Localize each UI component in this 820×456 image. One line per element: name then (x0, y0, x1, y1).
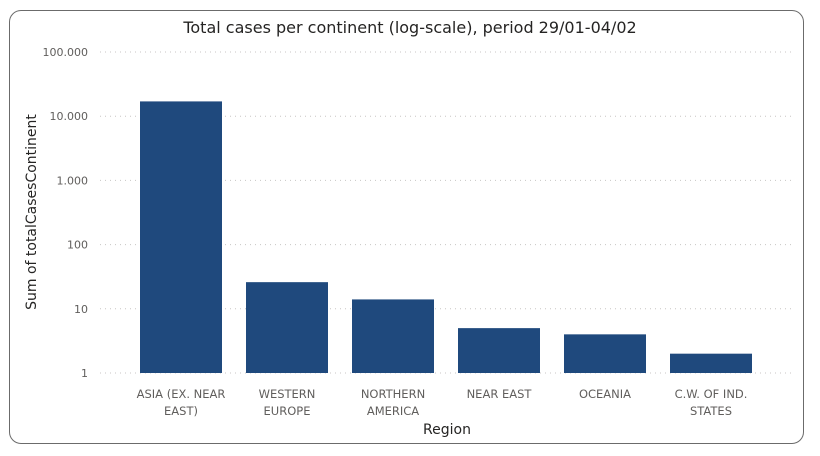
y-tick-label: 10.000 (50, 110, 89, 123)
x-tick-label: NORTHERN AMERICA (361, 387, 425, 418)
bar (352, 299, 434, 373)
bar (564, 334, 646, 373)
x-axis-title: Region (423, 422, 471, 438)
x-tick-label: C.W. OF IND. STATES (675, 387, 748, 418)
y-tick-label: 100.000 (43, 46, 89, 59)
y-tick-label: 1.000 (57, 174, 89, 187)
y-tick-label: 10 (74, 303, 88, 316)
bar (458, 328, 540, 373)
bars (140, 101, 752, 373)
bar (140, 101, 222, 373)
x-tick-label: NEAR EAST (467, 387, 533, 401)
y-axis-title: Sum of totalCasesContinent (24, 114, 40, 310)
bar (246, 282, 328, 373)
y-tick-label: 100 (67, 239, 88, 252)
chart-title: Total cases per continent (log-scale), p… (183, 18, 637, 37)
y-axis-ticks: 1 10 100 1.000 10.000 100.000 (43, 46, 89, 380)
bar (670, 353, 752, 373)
x-tick-label: OCEANIA (579, 387, 631, 401)
x-tick-label: ASIA (EX. NEAR EAST) (137, 387, 226, 418)
x-axis-ticks: ASIA (EX. NEAR EAST) WESTERN EUROPE NORTHERN… (137, 387, 748, 418)
y-tick-label: 1 (81, 367, 88, 380)
x-tick-label: WESTERN EUROPE (259, 387, 316, 418)
